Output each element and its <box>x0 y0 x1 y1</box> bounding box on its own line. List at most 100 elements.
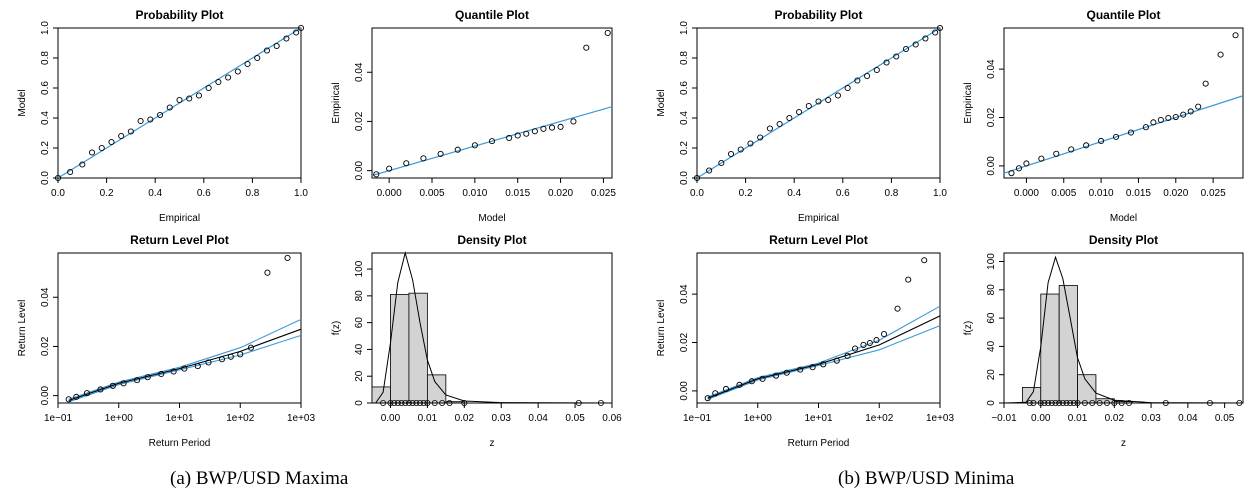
rug-point <box>380 399 387 406</box>
data-point <box>1217 51 1224 58</box>
data-point <box>1127 129 1135 136</box>
plot-area <box>371 251 613 406</box>
data-point <box>1165 114 1172 122</box>
x-tick-label: 0.02 <box>455 413 475 424</box>
rug-point <box>1059 399 1066 406</box>
rug-point <box>597 399 604 406</box>
y-tick-label: 20 <box>986 369 997 381</box>
rug-point <box>1041 399 1048 406</box>
data-point <box>815 98 822 105</box>
data-point <box>796 108 803 116</box>
y-tick-label: 0.2 <box>679 141 690 155</box>
data-point <box>225 74 232 81</box>
rug-point <box>1103 399 1110 406</box>
x-tick-label: 0.06 <box>602 413 622 424</box>
data-point <box>531 128 538 135</box>
y-tick-label: 0.00 <box>986 156 997 176</box>
data-point <box>79 161 86 168</box>
plot-area <box>65 254 302 403</box>
plot-frame <box>696 252 941 404</box>
data-point <box>166 104 173 111</box>
y-axis-label: f(z) <box>963 321 974 335</box>
rug-point <box>405 399 412 406</box>
data-point <box>844 84 851 92</box>
data-point <box>1008 170 1015 177</box>
rug-point <box>431 399 438 406</box>
data-point <box>883 59 890 66</box>
x-tick-label: 0.00 <box>1031 413 1051 424</box>
data-point <box>273 42 280 50</box>
caption-minima: (b) BWP/USD Minima <box>838 468 1015 489</box>
x-axis-label: z <box>1121 438 1126 449</box>
data-point <box>109 382 116 389</box>
y-tick-label: 40 <box>354 343 365 355</box>
y-tick-label: 0.0 <box>40 171 51 185</box>
rug-point <box>1126 399 1133 406</box>
data-point <box>284 254 291 261</box>
rug-point <box>1206 399 1213 406</box>
data-point <box>297 24 305 32</box>
data-point <box>1038 155 1045 162</box>
data-point <box>805 102 812 110</box>
panel-b-probability-plot: Probability Plot 0.0 0.2 0.4 0.6 0.8 1.0 0.0 0.2… <box>656 8 947 224</box>
data-point <box>737 146 744 153</box>
y-tick-label: 0.00 <box>40 385 51 405</box>
data-point <box>921 257 928 264</box>
y-axis-label: Model <box>656 89 667 116</box>
rug-point <box>1048 399 1055 406</box>
rug-point <box>413 399 420 406</box>
data-point <box>540 125 547 132</box>
data-point <box>932 29 939 36</box>
x-tick-label: 0.4 <box>148 188 162 199</box>
data-point <box>73 393 80 400</box>
data-point <box>772 372 780 379</box>
data-point <box>776 120 783 128</box>
data-point <box>205 359 212 366</box>
data-point <box>902 45 910 53</box>
x-axis-label: Empirical <box>159 213 200 224</box>
data-point <box>604 29 611 36</box>
x-tick-label: 1e+02 <box>226 413 255 424</box>
data-point <box>523 130 530 137</box>
data-point <box>88 149 96 156</box>
data-point <box>147 116 154 123</box>
x-tick-label: 0.8 <box>245 188 259 199</box>
data-point <box>83 390 91 397</box>
data-point <box>283 35 290 42</box>
data-point <box>133 377 141 384</box>
data-point <box>263 47 271 54</box>
y-axis-label: Empirical <box>963 82 974 123</box>
ci-lower-line <box>68 334 302 403</box>
data-point <box>247 344 254 351</box>
x-tick-label: 1e+03 <box>287 413 316 424</box>
data-point <box>181 365 188 372</box>
data-point <box>706 167 713 174</box>
x-tick-label: −0.01 <box>991 413 1017 424</box>
data-point <box>98 144 105 152</box>
x-tick-label: 1e+00 <box>105 413 134 424</box>
data-point <box>583 44 590 51</box>
plot-frame <box>57 27 302 179</box>
rug-point <box>1045 399 1052 406</box>
data-point <box>158 370 165 378</box>
rug-point <box>420 399 427 406</box>
data-point <box>118 132 125 140</box>
y-tick-label: 100 <box>986 253 997 270</box>
x-axis-label: z <box>490 438 495 449</box>
y-tick-label: 0.04 <box>986 59 997 79</box>
data-point <box>747 140 754 147</box>
x-tick-label: 0.000 <box>377 188 402 199</box>
reference-line <box>696 27 941 179</box>
y-axis-label: Empirical <box>331 82 342 123</box>
y-tick-label: 1.0 <box>40 21 51 35</box>
data-point <box>727 150 735 158</box>
chart-title: Density Plot <box>1089 233 1158 247</box>
data-point <box>1172 113 1179 121</box>
data-point <box>936 24 944 32</box>
data-point <box>860 341 867 348</box>
chart-title: Probability Plot <box>135 8 223 22</box>
histogram-bar <box>1040 293 1060 404</box>
x-axis-label: Empirical <box>798 213 839 224</box>
y-axis-label: Return Level <box>17 300 28 357</box>
